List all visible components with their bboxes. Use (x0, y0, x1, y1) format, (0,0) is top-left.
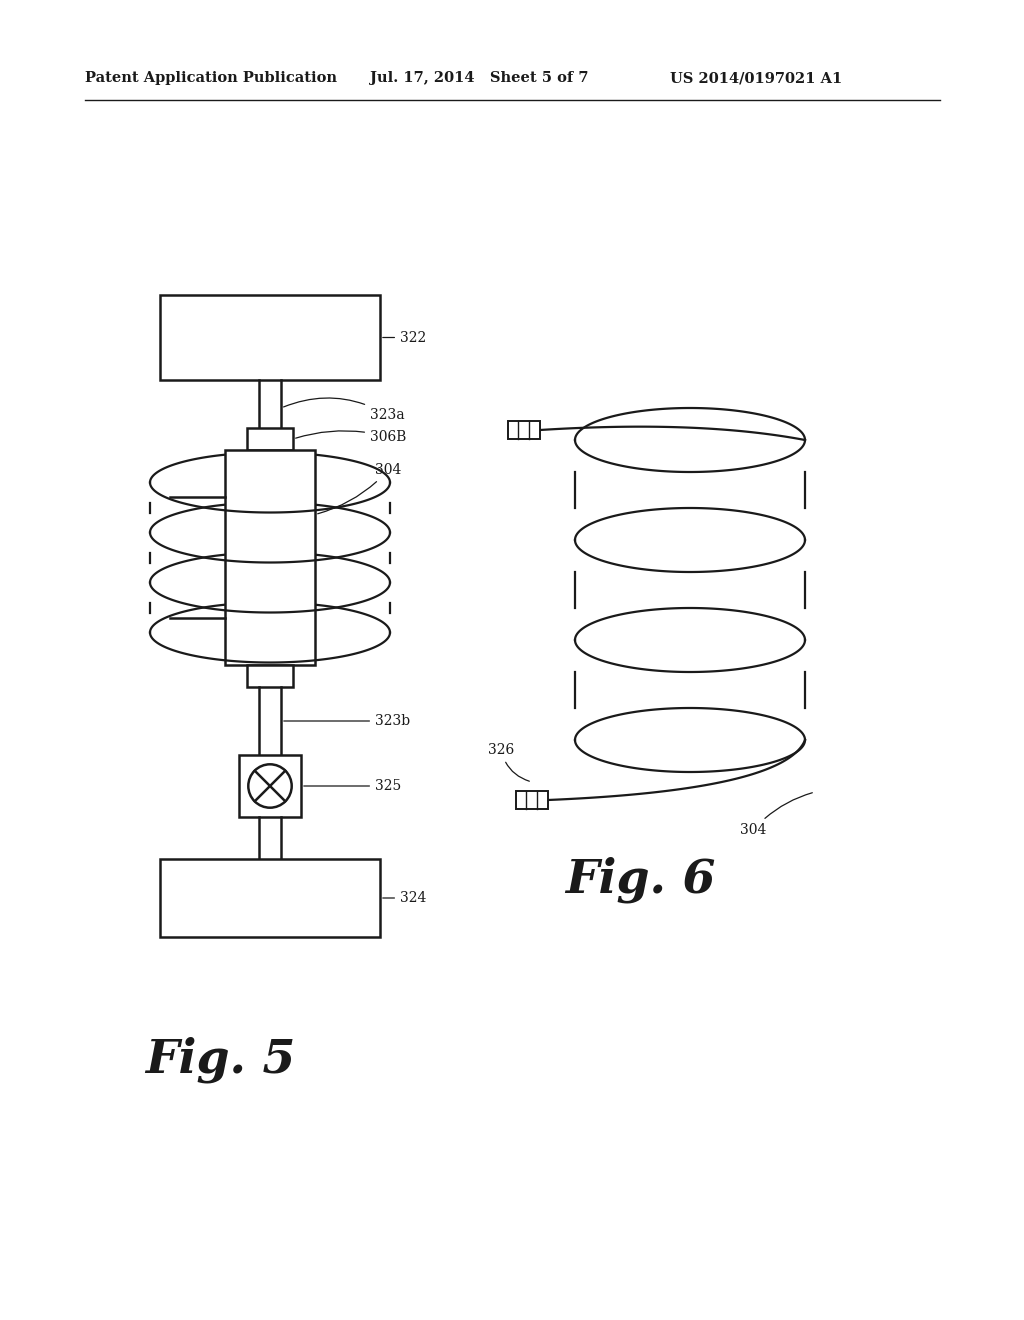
Bar (225, 450, 315, 665)
Text: 323b: 323b (284, 714, 411, 729)
Text: Jul. 17, 2014   Sheet 5 of 7: Jul. 17, 2014 Sheet 5 of 7 (370, 71, 589, 84)
Bar (247, 665, 293, 686)
Text: 323a: 323a (284, 399, 404, 422)
Bar (516, 791, 548, 809)
Text: 325: 325 (304, 779, 401, 793)
Text: 304: 304 (740, 793, 812, 837)
Text: 322: 322 (383, 330, 426, 345)
Bar (160, 294, 380, 380)
Text: 324: 324 (383, 891, 426, 906)
Text: 306B: 306B (296, 430, 407, 444)
Text: 304: 304 (317, 463, 401, 513)
Text: US 2014/0197021 A1: US 2014/0197021 A1 (670, 71, 843, 84)
Text: Fig. 6: Fig. 6 (565, 857, 715, 903)
Bar (160, 859, 380, 937)
Text: Patent Application Publication: Patent Application Publication (85, 71, 337, 84)
Text: 326: 326 (488, 743, 529, 781)
Bar (239, 755, 301, 817)
Bar (247, 428, 293, 450)
Text: Fig. 5: Fig. 5 (144, 1036, 295, 1084)
Bar (508, 421, 540, 440)
